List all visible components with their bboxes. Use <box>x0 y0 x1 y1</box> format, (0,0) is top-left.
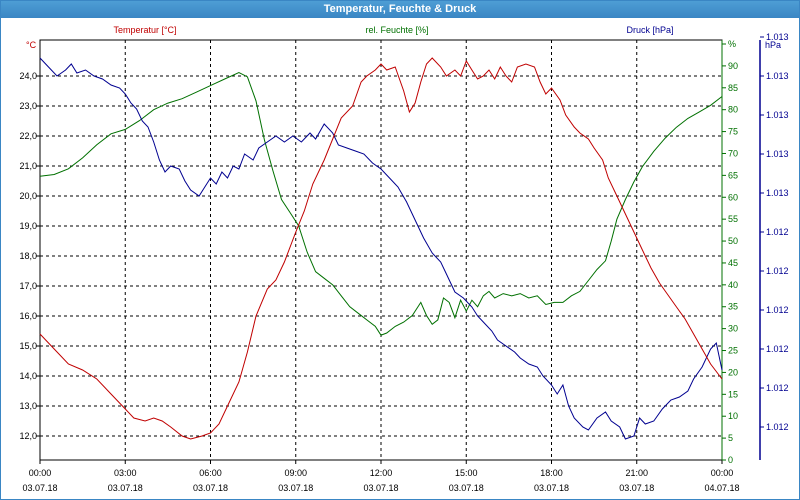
humidity-tick-label: 70 <box>728 148 738 158</box>
pressure-tick-label: 1.013 <box>766 188 789 198</box>
chart-title: Temperatur, Feuchte & Druck <box>0 0 800 18</box>
x-tick-time: 06:00 <box>199 468 222 478</box>
humidity-tick-label: 65 <box>728 170 738 180</box>
pressure-tick-label: 1.012 <box>766 344 789 354</box>
temp-tick-label: 12,0 <box>19 431 37 441</box>
pressure-tick-label: 1.013 <box>766 32 789 42</box>
humidity-tick-label: 25 <box>728 346 738 356</box>
legend-temperature: Temperatur [°C] <box>113 25 176 35</box>
pressure-tick-label: 1.012 <box>766 422 789 432</box>
x-tick-time: 00:00 <box>711 468 734 478</box>
humidity-tick-label: 15 <box>728 389 738 399</box>
humidity-tick-label: 80 <box>728 105 738 115</box>
humidity-tick-label: % <box>728 39 736 49</box>
humidity-tick-label: 0 <box>728 455 733 465</box>
temp-tick-label: 14,0 <box>19 371 37 381</box>
temp-tick-label: 20,0 <box>19 191 37 201</box>
x-tick-date: 03.07.18 <box>363 483 398 493</box>
temp-tick-label: 21,0 <box>19 161 37 171</box>
x-tick-date: 04.07.18 <box>704 483 739 493</box>
humidity-tick-label: 40 <box>728 280 738 290</box>
temp-tick-label: 24,0 <box>19 71 37 81</box>
temp-unit-label: °C <box>26 40 37 50</box>
humidity-tick-label: 45 <box>728 258 738 268</box>
x-tick-time: 09:00 <box>284 468 307 478</box>
humidity-tick-label: 35 <box>728 302 738 312</box>
humidity-tick-label: 90 <box>728 61 738 71</box>
humidity-tick-label: 60 <box>728 192 738 202</box>
x-tick-time: 21:00 <box>625 468 648 478</box>
pressure-tick-label: 1.013 <box>766 149 789 159</box>
x-tick-date: 03.07.18 <box>534 483 569 493</box>
x-tick-date: 03.07.18 <box>108 483 143 493</box>
humidity-tick-label: 85 <box>728 83 738 93</box>
legend-pressure: Druck [hPa] <box>626 25 673 35</box>
x-tick-time: 18:00 <box>540 468 563 478</box>
humidity-tick-label: 30 <box>728 324 738 334</box>
temp-tick-label: 16,0 <box>19 311 37 321</box>
x-tick-date: 03.07.18 <box>449 483 484 493</box>
pressure-unit-label: hPa <box>765 40 781 50</box>
temp-tick-label: 17,0 <box>19 281 37 291</box>
pressure-tick-label: 1.012 <box>766 266 789 276</box>
pressure-tick-label: 1.013 <box>766 71 789 81</box>
series-line-humidity <box>39 71 723 336</box>
legend-humidity: rel. Feuchte [%] <box>365 25 428 35</box>
x-tick-time: 15:00 <box>455 468 478 478</box>
x-tick-time: 00:00 <box>29 468 52 478</box>
x-tick-date: 03.07.18 <box>619 483 654 493</box>
x-tick-date: 03.07.18 <box>22 483 57 493</box>
temp-tick-label: 23,0 <box>19 101 37 111</box>
x-tick-date: 03.07.18 <box>278 483 313 493</box>
temp-tick-label: 15,0 <box>19 341 37 351</box>
x-tick-time: 12:00 <box>370 468 393 478</box>
pressure-tick-label: 1.012 <box>766 227 789 237</box>
pressure-tick-label: 1.012 <box>766 383 789 393</box>
humidity-tick-label: 55 <box>728 214 738 224</box>
x-tick-date: 03.07.18 <box>193 483 228 493</box>
pressure-tick-label: 1.013 <box>766 110 789 120</box>
pressure-tick-label: 1.012 <box>766 305 789 315</box>
temp-tick-label: 13,0 <box>19 401 37 411</box>
series-line-pressure <box>39 57 723 440</box>
humidity-tick-label: 20 <box>728 367 738 377</box>
temp-tick-label: 18,0 <box>19 251 37 261</box>
series-line-temperature <box>39 57 723 440</box>
humidity-tick-label: 75 <box>728 127 738 137</box>
humidity-tick-label: 10 <box>728 411 738 421</box>
x-tick-time: 03:00 <box>114 468 137 478</box>
temp-tick-label: 19,0 <box>19 221 37 231</box>
humidity-tick-label: 50 <box>728 236 738 246</box>
temp-tick-label: 22,0 <box>19 131 37 141</box>
humidity-tick-label: 5 <box>728 433 733 443</box>
